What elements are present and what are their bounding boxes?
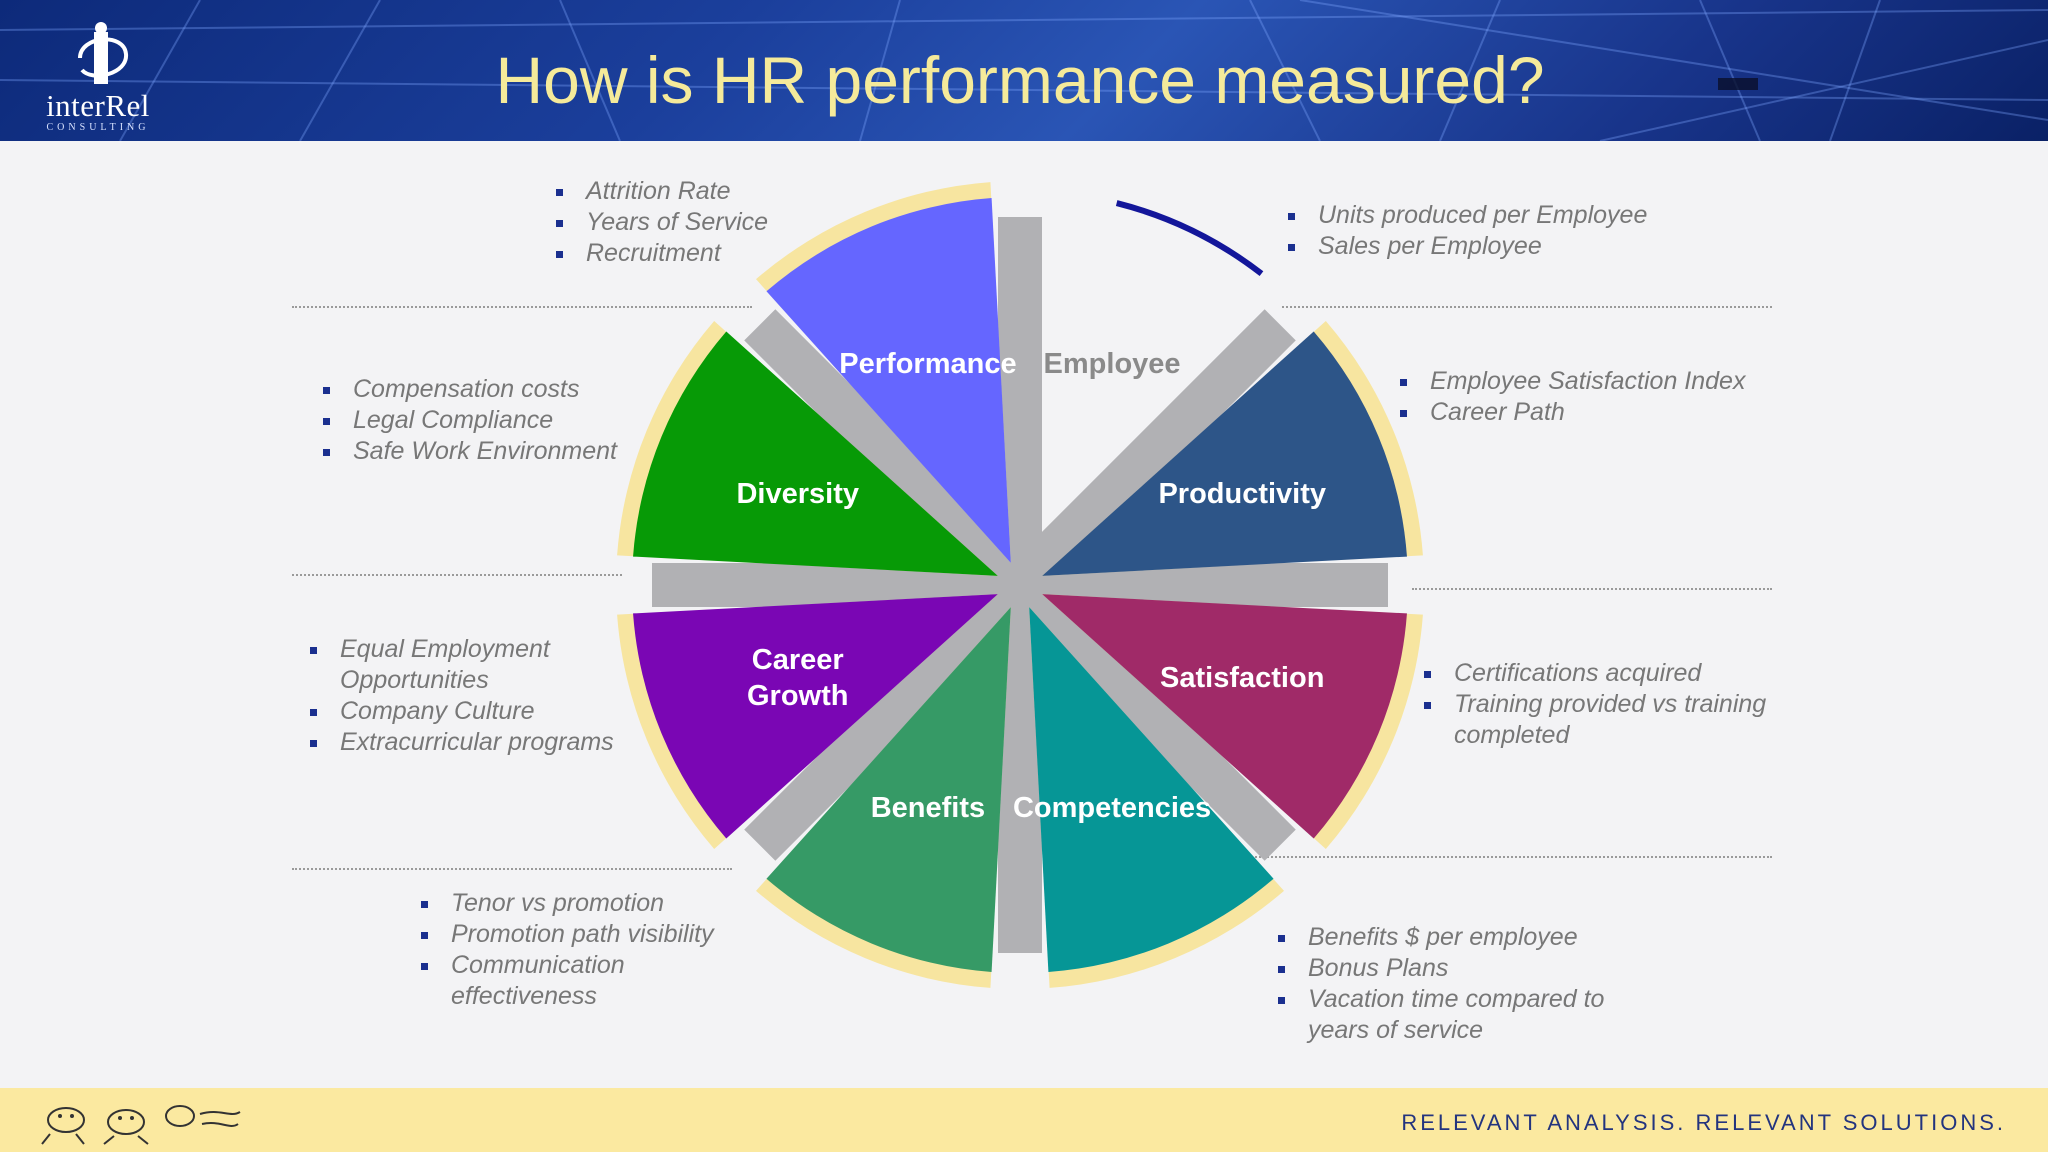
logo-sub: CONSULTING <box>46 122 150 133</box>
bullet-item: Tenor vs promotion <box>421 888 721 919</box>
bullet-item: Employee Satisfaction Index <box>1400 366 1840 397</box>
segment-label-career_growth: Career Growth <box>747 644 849 712</box>
segment-label-satisfaction: Satisfaction <box>1160 662 1324 694</box>
bullet-item: Benefits $ per employee <box>1278 922 1618 953</box>
segment-label-productivity: Productivity <box>1158 478 1326 510</box>
grid-background-icon <box>0 0 2048 141</box>
logo: interRel CONSULTING <box>28 18 168 133</box>
sector-performance <box>766 198 1011 563</box>
bullet-item: Promotion path visibility <box>421 919 721 950</box>
segment-label-line: Growth <box>747 680 849 712</box>
bullet-item: Attrition Rate <box>556 176 956 207</box>
wheel-spokes <box>652 217 1388 953</box>
footer-tagline: RELEVANT ANALYSIS. RELEVANT SOLUTIONS. <box>1401 1110 2006 1135</box>
bullet-item: Vacation time compared to years of servi… <box>1278 984 1618 1046</box>
separator-line <box>292 868 732 870</box>
bullet-item: Compensation costs <box>323 374 663 405</box>
separator-line <box>292 306 752 308</box>
bullet-item: Communication effectiveness <box>421 950 721 1012</box>
wheel-labels: Employee Productivity Satisfaction Competen… <box>736 348 1326 824</box>
interrel-logo-icon <box>78 22 128 84</box>
sector-competencies <box>1029 607 1274 972</box>
bullets-satisfaction: Employee Satisfaction Index Career Path <box>1400 366 1840 428</box>
sector-benefits <box>766 607 1011 972</box>
bullets-benefits: Benefits $ per employee Bonus Plans Vacati… <box>1278 922 1618 1046</box>
bullet-item: Units produced per Employee <box>1288 200 1748 231</box>
bullets-competencies: Certifications acquired Training provided… <box>1424 658 1804 751</box>
logo-name: interRel <box>46 88 150 123</box>
bullet-item: Certifications acquired <box>1424 658 1804 689</box>
page-title: How is HR performance measured? <box>495 43 1545 117</box>
separator-line <box>1412 588 1772 590</box>
bullets-career-growth: Tenor vs promotion Promotion path visibil… <box>421 888 721 1012</box>
sector-career_growth <box>633 594 998 839</box>
segment-label-line: Career <box>752 644 844 676</box>
bullet-item: Sales per Employee <box>1288 231 1748 262</box>
segment-label-benefits: Benefits <box>871 792 985 824</box>
bullet-item: Bonus Plans <box>1278 953 1618 984</box>
sector-diversity <box>633 331 998 576</box>
bullets-diversity: Equal Employment Opportunities Company Cu… <box>310 634 630 758</box>
segment-label-diversity: Diversity <box>736 478 859 510</box>
bullet-item: Company Culture <box>310 696 630 727</box>
bullets-performance: Compensation costs Legal Compliance Safe W… <box>323 374 663 467</box>
bullet-item: Training provided vs training completed <box>1424 689 1804 751</box>
bullet-item: Legal Compliance <box>323 405 663 436</box>
sector-satisfaction <box>1042 594 1407 839</box>
header-banner: interRel CONSULTING How is HR performanc… <box>0 0 2048 141</box>
bullet-item: Safe Work Environment <box>323 436 663 467</box>
running-mascots-icon <box>41 1105 241 1145</box>
segment-label-employee: Employee <box>1044 348 1181 380</box>
sector-arc-employee <box>1115 200 1264 277</box>
separator-line <box>1282 306 1772 308</box>
wheel-spoke <box>744 309 1296 861</box>
separator-line <box>292 574 622 576</box>
bullets-productivity: Units produced per Employee Sales per Emp… <box>1288 200 1748 262</box>
footer-bar: RELEVANT ANALYSIS. RELEVANT SOLUTIONS. <box>0 1088 2048 1152</box>
bullet-item: Equal Employment Opportunities <box>310 634 630 696</box>
bullet-item: Career Path <box>1400 397 1840 428</box>
bullet-item: Years of Service <box>556 207 956 238</box>
bullets-employee: Attrition Rate Years of Service Recruitmen… <box>556 176 956 269</box>
segment-label-performance: Performance <box>839 348 1016 380</box>
bullet-item: Recruitment <box>556 238 956 269</box>
separator-line <box>1232 856 1772 858</box>
bullet-item: Extracurricular programs <box>310 727 630 758</box>
wheel-sectors <box>617 182 1423 988</box>
sector-productivity <box>1042 331 1407 576</box>
segment-label-competencies: Competencies <box>1013 792 1211 824</box>
